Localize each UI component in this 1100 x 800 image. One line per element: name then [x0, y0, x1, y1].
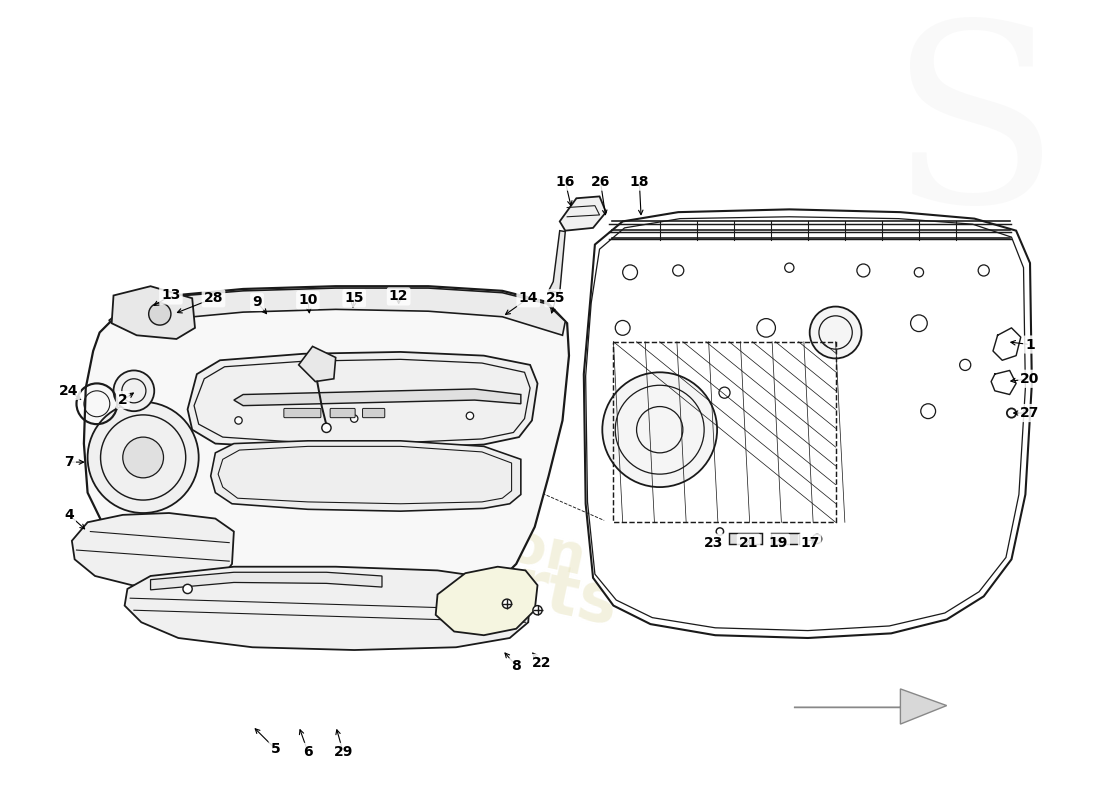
Text: 22: 22	[531, 656, 551, 670]
Circle shape	[532, 606, 542, 615]
Text: a passion for: a passion for	[289, 472, 697, 610]
Text: parts: parts	[418, 534, 624, 640]
Circle shape	[810, 306, 861, 358]
Polygon shape	[211, 441, 520, 511]
Text: 19: 19	[769, 536, 788, 550]
Polygon shape	[109, 288, 565, 335]
Polygon shape	[436, 566, 538, 635]
Polygon shape	[729, 534, 761, 545]
Circle shape	[503, 599, 512, 608]
Polygon shape	[560, 197, 606, 230]
Text: 26: 26	[591, 174, 611, 189]
Circle shape	[113, 370, 154, 411]
Text: 7: 7	[64, 455, 74, 469]
Polygon shape	[234, 389, 520, 406]
Circle shape	[234, 417, 242, 424]
Text: 8: 8	[512, 658, 521, 673]
Polygon shape	[794, 689, 947, 724]
Text: 14: 14	[518, 291, 538, 306]
Circle shape	[322, 423, 331, 433]
Polygon shape	[584, 210, 1032, 638]
Circle shape	[123, 437, 164, 478]
Text: 17: 17	[800, 536, 820, 550]
Text: 28: 28	[204, 291, 223, 306]
Text: 23: 23	[704, 536, 723, 550]
Circle shape	[148, 303, 170, 325]
Text: 6: 6	[304, 745, 312, 759]
FancyBboxPatch shape	[330, 409, 355, 418]
Polygon shape	[112, 286, 195, 339]
Text: 9: 9	[252, 295, 262, 309]
Polygon shape	[72, 513, 234, 587]
Text: 1: 1	[1025, 338, 1035, 351]
Polygon shape	[299, 346, 336, 382]
Circle shape	[603, 372, 717, 487]
FancyBboxPatch shape	[363, 409, 385, 418]
Circle shape	[466, 412, 474, 419]
Text: 13: 13	[162, 289, 180, 302]
Text: 20: 20	[1021, 372, 1040, 386]
FancyBboxPatch shape	[284, 409, 321, 418]
Text: S: S	[889, 13, 1060, 254]
Polygon shape	[151, 572, 382, 590]
Polygon shape	[549, 230, 565, 293]
Polygon shape	[84, 286, 569, 617]
Text: 10: 10	[298, 293, 318, 307]
Polygon shape	[771, 534, 799, 545]
Text: 12: 12	[389, 290, 408, 303]
Polygon shape	[188, 352, 538, 448]
Text: 27: 27	[1021, 406, 1040, 420]
Text: 5: 5	[271, 742, 281, 756]
Text: 4: 4	[64, 508, 74, 522]
Text: 18: 18	[629, 174, 649, 189]
Circle shape	[88, 402, 199, 513]
Circle shape	[1006, 409, 1016, 418]
Text: 25: 25	[547, 291, 565, 306]
Text: 21: 21	[739, 536, 758, 550]
Circle shape	[351, 415, 358, 422]
Polygon shape	[124, 566, 530, 650]
Text: 24: 24	[59, 384, 79, 398]
Circle shape	[183, 584, 192, 594]
Text: 16: 16	[556, 174, 575, 189]
Text: 2: 2	[118, 393, 128, 407]
Text: 15: 15	[344, 291, 364, 306]
Text: 29: 29	[333, 745, 353, 759]
